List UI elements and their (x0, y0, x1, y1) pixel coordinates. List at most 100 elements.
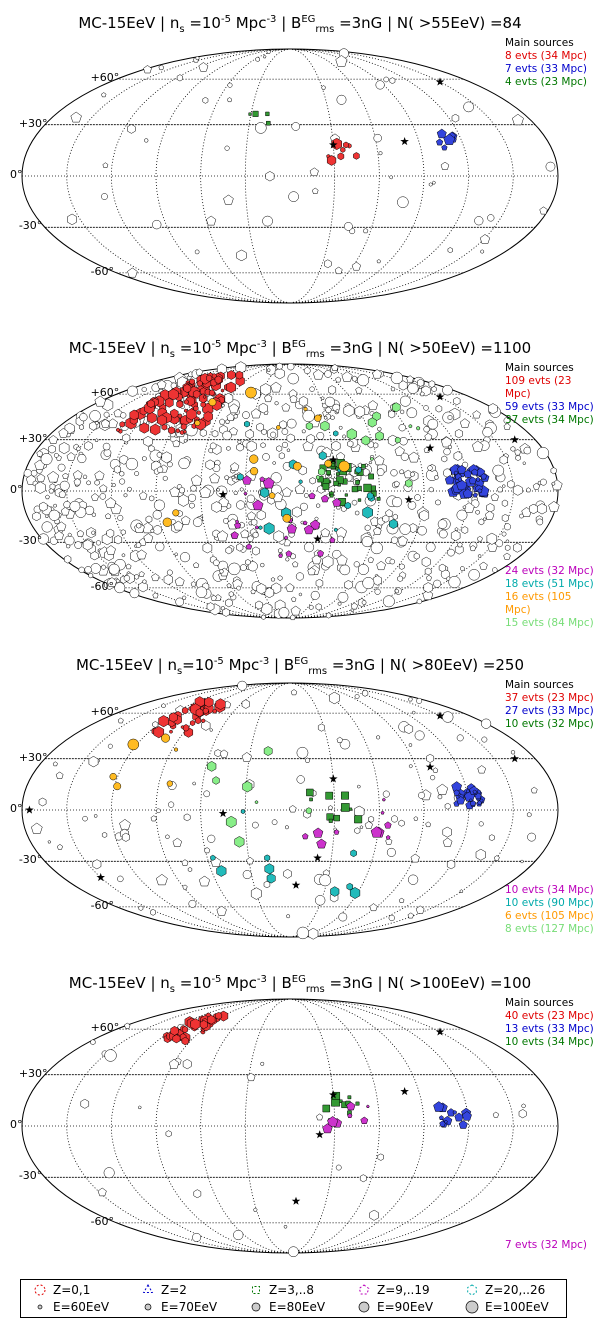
event-marker (222, 430, 232, 441)
event-marker (182, 884, 188, 890)
event-marker (143, 436, 153, 447)
event-marker (446, 859, 456, 870)
event-marker (421, 556, 431, 568)
event-marker (408, 451, 420, 463)
event-marker (166, 780, 173, 787)
event-marker (378, 151, 383, 156)
source-star-marker (435, 711, 445, 720)
mollweide-sky (21, 680, 559, 940)
event-marker (153, 726, 165, 739)
event-marker (377, 1153, 384, 1161)
event-marker (391, 496, 403, 508)
event-marker (316, 503, 321, 509)
event-marker (101, 92, 107, 98)
event-marker (161, 423, 168, 431)
main-sources-box: Main sources 37 evts (23 Mpc) 27 evts (33 … (505, 679, 594, 731)
event-marker (259, 476, 265, 482)
event-marker (247, 561, 258, 572)
event-marker (460, 566, 465, 571)
meridian-line (289, 363, 470, 619)
event-marker (64, 535, 75, 546)
event-marker (389, 175, 393, 180)
event-marker (252, 531, 259, 539)
event-marker (329, 537, 336, 543)
source-star-marker (404, 495, 414, 504)
source-star-marker (329, 1090, 338, 1099)
event-marker (309, 386, 315, 392)
event-marker (373, 526, 382, 535)
event-marker (338, 460, 350, 472)
event-marker (459, 418, 470, 428)
event-marker (183, 429, 187, 434)
event-marker (477, 535, 483, 542)
event-marker (102, 162, 109, 168)
event-marker (147, 399, 155, 409)
event-marker (290, 605, 301, 616)
source-star-marker (329, 774, 338, 783)
event-marker (340, 146, 346, 153)
event-marker (376, 735, 381, 740)
event-marker (181, 1026, 189, 1034)
event-marker (315, 578, 324, 588)
event-marker (161, 451, 172, 464)
event-marker (298, 479, 303, 485)
event-marker (94, 395, 106, 407)
event-marker (525, 487, 531, 493)
event-marker (398, 897, 405, 903)
event-marker (289, 394, 298, 403)
main-sources-header: Main sources (505, 37, 574, 49)
event-marker (175, 597, 185, 607)
legend-charge-item: Z=3,..8 (249, 1281, 314, 1299)
event-marker (165, 834, 170, 840)
event-marker (53, 503, 57, 508)
event-marker (146, 412, 157, 424)
event-marker (346, 882, 354, 891)
event-marker (227, 82, 233, 88)
event-marker (152, 721, 159, 728)
event-marker (199, 429, 207, 437)
event-marker (260, 487, 270, 498)
latitude-label: 0° (10, 168, 23, 181)
event-marker (417, 378, 425, 387)
event-marker (475, 848, 486, 861)
event-marker (453, 470, 459, 475)
event-marker (189, 484, 198, 492)
event-marker (347, 1095, 352, 1100)
event-marker (117, 717, 124, 724)
event-marker (70, 111, 82, 123)
event-marker (246, 856, 254, 865)
event-marker (193, 405, 199, 412)
event-marker (333, 829, 340, 835)
event-marker (236, 249, 247, 262)
event-marker (304, 493, 309, 498)
source-star-marker (291, 1196, 301, 1205)
event-marker (451, 113, 460, 123)
source-star-marker (315, 1130, 324, 1139)
event-marker (400, 452, 409, 461)
event-marker (519, 513, 524, 519)
event-marker (336, 94, 347, 105)
event-marker (158, 715, 169, 728)
event-marker (161, 733, 171, 743)
event-marker (207, 761, 217, 772)
event-marker (276, 362, 283, 370)
event-marker (492, 464, 505, 477)
source-star-marker (435, 1027, 445, 1036)
event-marker (515, 454, 521, 461)
event-marker (321, 85, 326, 90)
source-entry: 10 evts (90 Mpc) (505, 897, 594, 909)
event-marker (266, 49, 271, 54)
event-marker (69, 500, 81, 512)
event-marker (247, 535, 254, 542)
latitude-label: 0° (10, 1118, 23, 1131)
source-entry: 8 evts (127 Mpc) (505, 923, 594, 935)
event-marker (479, 561, 488, 570)
event-marker (319, 874, 332, 887)
event-marker (456, 509, 468, 521)
event-marker (385, 509, 394, 517)
event-marker (364, 524, 371, 532)
event-marker (426, 753, 435, 763)
event-marker (103, 411, 110, 418)
latitude-label: -30° (18, 219, 43, 233)
source-entry: 7 evts (32 Mpc) (505, 1239, 588, 1251)
